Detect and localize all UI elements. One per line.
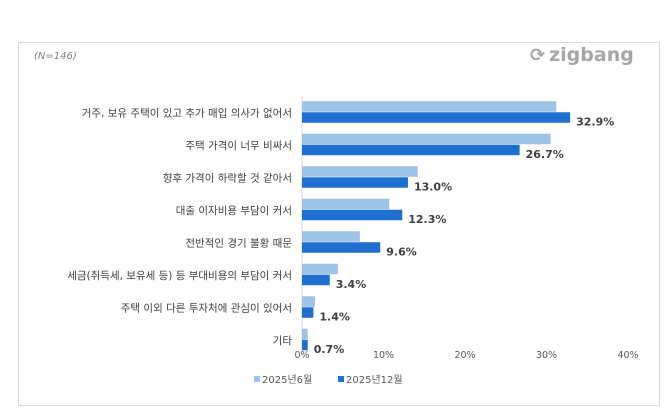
category-label: 전반적인 경기 불황 때문 — [185, 236, 292, 249]
legend-swatch — [254, 376, 260, 382]
data-label: 32.9% — [576, 115, 614, 128]
data-label: 3.4% — [336, 278, 367, 291]
bar-dec — [302, 307, 314, 318]
legend-swatch — [338, 376, 344, 382]
bar-jun — [302, 166, 418, 177]
bar-jun — [302, 328, 308, 340]
bar-dec — [302, 242, 381, 253]
category-label: 향후 가격이 하락할 것 같아서 — [163, 171, 292, 184]
x-tick-label: 20% — [454, 350, 475, 361]
sample-size-note: (N=146) — [34, 51, 77, 62]
bar-jun — [302, 133, 551, 145]
bar-dec — [302, 209, 403, 221]
data-label: 13.0% — [414, 180, 452, 193]
category-label: 세금(취득세, 보유세 등) 등 부대비용의 부담이 커서 — [67, 270, 292, 282]
bar-jun — [302, 263, 338, 275]
data-label: 9.6% — [386, 245, 417, 258]
bar-dec — [302, 274, 330, 286]
category-label: 주택 이외 다른 투자처에 관심이 있어서 — [121, 302, 292, 314]
bar-dec — [302, 112, 571, 123]
category-label: 대출 이자비용 부담이 커서 — [176, 205, 292, 217]
bar-dec — [302, 339, 308, 351]
data-label: 12.3% — [408, 213, 446, 226]
legend-label: 2025년12월 — [346, 374, 403, 386]
logo-text: zigbang — [549, 44, 634, 66]
x-tick-label: 30% — [536, 350, 557, 361]
bar-dec — [302, 177, 408, 188]
data-label: 26.7% — [526, 148, 564, 161]
logo-icon: ⟳ — [530, 44, 546, 66]
zigbang-logo: ⟳ zigbang — [530, 44, 634, 66]
category-label: 거주, 보유 주택이 있고 추가 매입 의사가 없어서 — [82, 106, 292, 119]
data-label: 0.7% — [314, 343, 345, 356]
bar-jun — [302, 231, 360, 242]
bar-jun — [302, 296, 316, 307]
bar-jun — [302, 101, 557, 112]
legend-label: 2025년6월 — [262, 374, 312, 386]
bar-dec — [302, 144, 520, 156]
x-tick-label: 40% — [617, 350, 638, 361]
x-tick-label: 0% — [294, 350, 309, 361]
x-tick-label: 10% — [373, 350, 394, 361]
bar-jun — [302, 198, 390, 210]
category-label: 주택 가격이 너무 비싸서 — [185, 139, 292, 152]
category-label: 기타 — [273, 335, 293, 347]
data-label: 1.4% — [319, 310, 350, 323]
